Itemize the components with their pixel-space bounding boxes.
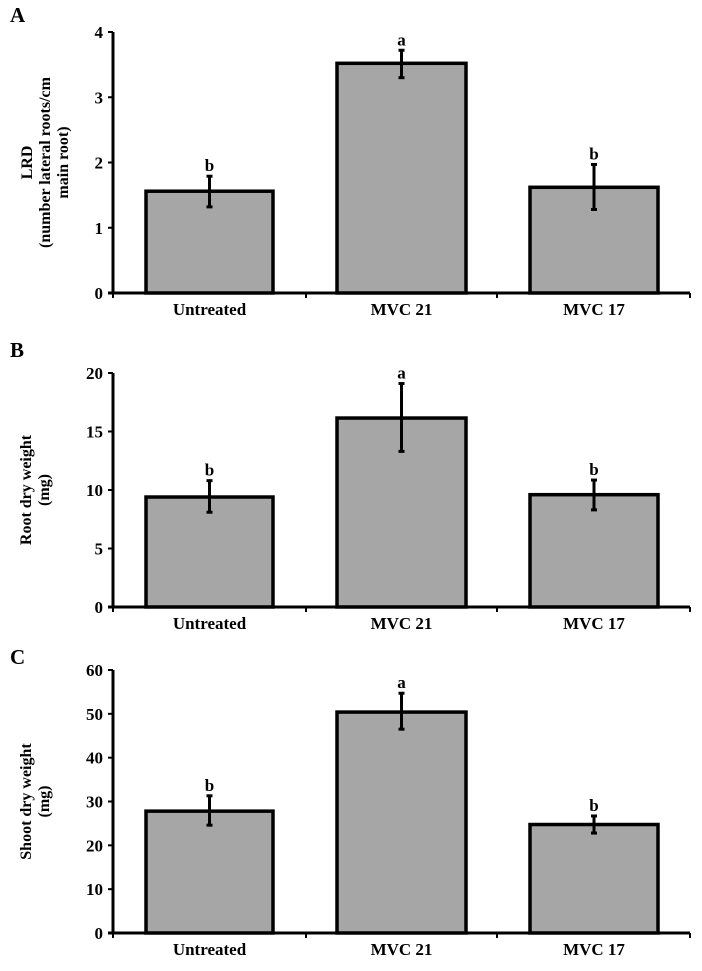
- bar: [528, 492, 660, 609]
- bar: [335, 710, 468, 935]
- y-tick-label: 5: [95, 540, 104, 559]
- x-tick-label: Untreated: [173, 614, 247, 633]
- significance-letter: b: [589, 460, 598, 479]
- x-tick-label: MVC 17: [563, 300, 625, 319]
- y-tick-label: 50: [86, 705, 103, 724]
- y-tick-label: 15: [86, 423, 103, 442]
- panel-C: C Shoot dry weight (mg) b Untreated a MVC 21 b M…: [10, 645, 691, 959]
- significance-letter: b: [205, 776, 214, 795]
- x-tick-label: MVC 17: [563, 614, 625, 633]
- y-tick-label: 0: [95, 924, 104, 943]
- y-tick-label: 40: [86, 749, 103, 768]
- panel-label: A: [10, 3, 26, 27]
- panel-label: B: [10, 338, 24, 362]
- x-tick-label: Untreated: [173, 940, 247, 959]
- y-axis-label: (mg): [36, 474, 53, 506]
- x-tick-label: MVC 17: [563, 940, 625, 959]
- x-tick-label: MVC 21: [371, 940, 433, 959]
- panel-label: C: [10, 645, 25, 669]
- x-tick-label: Untreated: [173, 300, 247, 319]
- bar: [528, 822, 660, 935]
- y-tick-label: 10: [86, 880, 103, 899]
- significance-letter: a: [397, 673, 406, 692]
- significance-letter: b: [205, 461, 214, 480]
- y-tick-label: 20: [86, 836, 103, 855]
- y-axis-label: LRD: [19, 146, 36, 180]
- y-axis-label: (number lateral roots/cm: [37, 76, 54, 248]
- y-tick-label: 30: [86, 793, 103, 812]
- y-tick-label: 10: [86, 481, 103, 500]
- bar: [144, 809, 275, 935]
- significance-letter: a: [397, 30, 406, 49]
- y-tick-label: 0: [95, 284, 104, 303]
- bar: [335, 61, 468, 295]
- panel-A: A LRD (number lateral roots/cm main root) b U…: [10, 3, 691, 319]
- y-tick-label: 1: [95, 219, 104, 238]
- y-tick-label: 2: [95, 154, 104, 173]
- significance-letter: b: [589, 144, 598, 163]
- y-axis-label: (mg): [36, 786, 53, 818]
- y-axis-label: Shoot dry weight: [18, 743, 35, 860]
- panel-B: B Root dry weight (mg) b Untreated a MVC 21 b MV…: [10, 338, 691, 633]
- y-tick-label: 4: [95, 23, 104, 42]
- y-tick-label: 20: [86, 364, 103, 383]
- significance-letter: b: [205, 156, 214, 175]
- significance-letter: a: [397, 364, 406, 383]
- x-tick-label: MVC 21: [371, 614, 433, 633]
- y-axis-label: main root): [55, 126, 72, 198]
- y-tick-label: 3: [95, 88, 104, 107]
- y-tick-label: 0: [95, 598, 104, 617]
- x-tick-label: MVC 21: [371, 300, 433, 319]
- significance-letter: b: [589, 796, 598, 815]
- y-tick-label: 60: [86, 661, 103, 680]
- bar: [144, 495, 275, 609]
- y-axis-label: Root dry weight: [18, 434, 35, 545]
